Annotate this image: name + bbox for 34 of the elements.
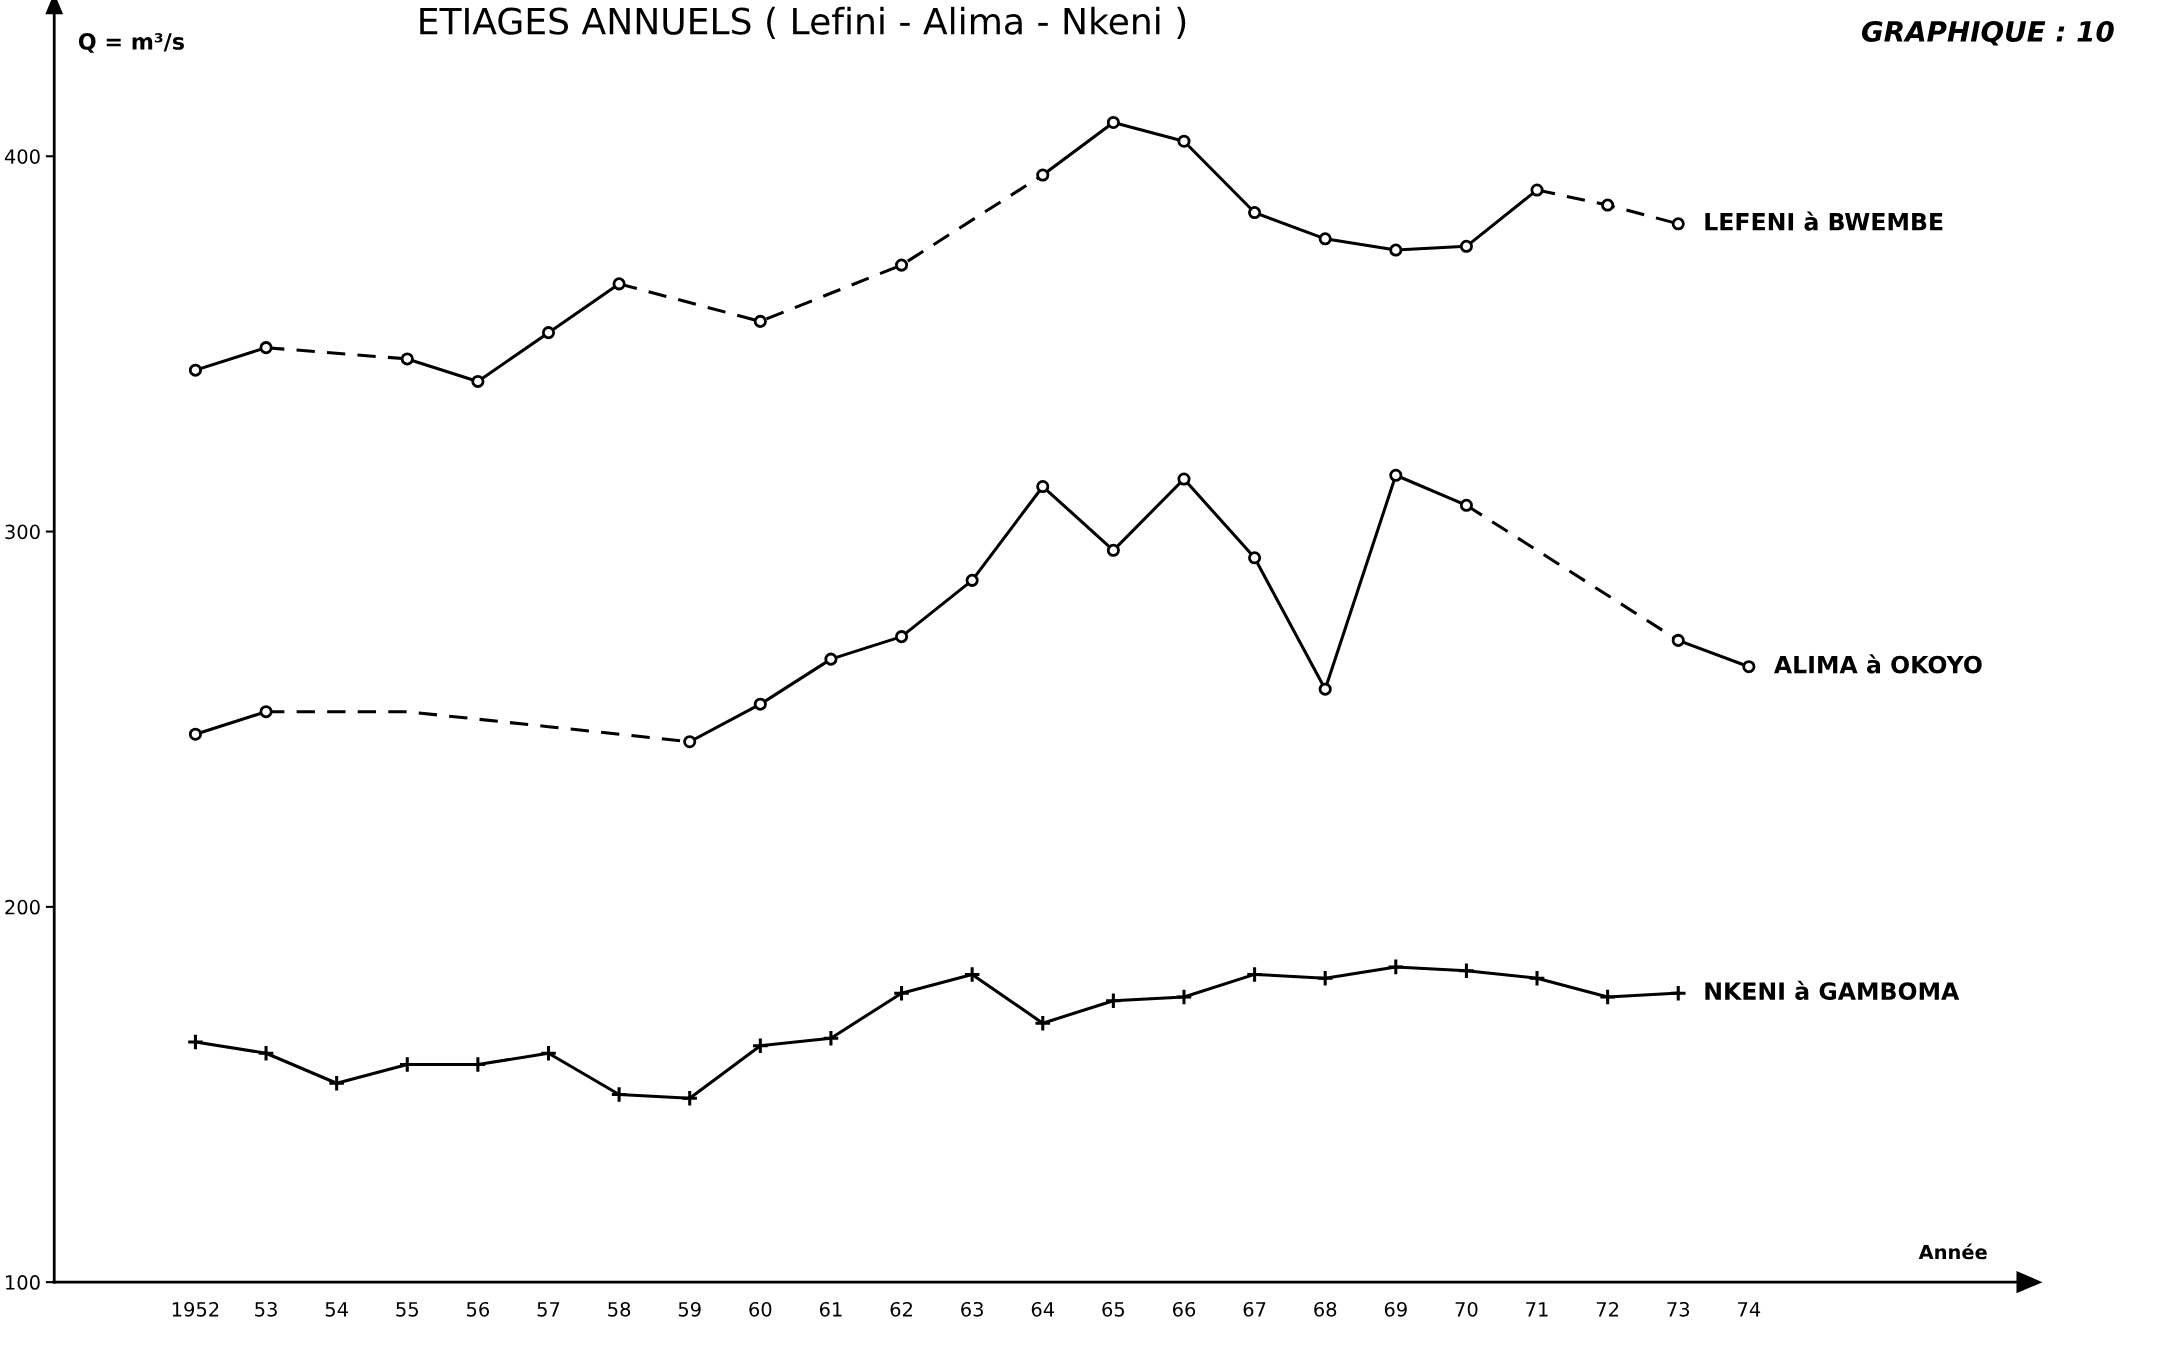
x-tick-label: 68 <box>1314 1301 1337 1317</box>
x-tick-label: 58 <box>608 1301 631 1317</box>
x-tick-label: 65 <box>1102 1301 1125 1317</box>
annotation: GRAPHIQUE : 10 <box>1861 20 2114 46</box>
x-tick-label: 63 <box>961 1301 983 1317</box>
series-label: LEFENI à BWEMBE <box>1705 211 1943 231</box>
x-tick-label: 71 <box>1526 1302 1548 1317</box>
x-tick-label: 70 <box>1455 1301 1478 1317</box>
x-tick-label: 74 <box>1738 1302 1761 1317</box>
y-tick-label: 200 <box>5 899 40 915</box>
x-tick-label: 1952 <box>172 1301 219 1317</box>
x-axis-title: Année <box>1918 1243 1987 1260</box>
x-tick-label: 60 <box>749 1301 772 1317</box>
x-tick-label: 69 <box>1384 1301 1407 1317</box>
x-tick-label: 66 <box>1172 1301 1196 1317</box>
x-tick-label: 67 <box>1243 1301 1266 1317</box>
x-tick-label: 61 <box>819 1301 842 1317</box>
x-tick-label: 53 <box>255 1301 277 1317</box>
x-tick-label: 54 <box>325 1302 348 1317</box>
y-tick-label: 400 <box>4 149 40 164</box>
series-label: ALIMA à OKOYO <box>1773 654 1982 674</box>
x-tick-label: 55 <box>396 1302 418 1317</box>
y-tick-label: 100 <box>6 1275 40 1290</box>
x-tick-label: 62 <box>890 1301 912 1317</box>
x-tick-label: 72 <box>1596 1301 1619 1317</box>
x-tick-label: 73 <box>1667 1301 1690 1317</box>
chart-title: ETIAGES ANNUELS ( Lefini - Alima - Nkeni ) <box>420 6 1186 40</box>
x-tick-label: 56 <box>467 1301 490 1317</box>
y-tick-label: 300 <box>5 524 40 540</box>
x-tick-label: 64 <box>1031 1301 1055 1317</box>
x-tick-label: 59 <box>678 1301 701 1317</box>
x-tick-label: 57 <box>537 1302 560 1317</box>
series-label: NKENI à GAMBOMA <box>1705 980 1960 1001</box>
y-axis-title: Q = m³/s <box>78 33 184 53</box>
